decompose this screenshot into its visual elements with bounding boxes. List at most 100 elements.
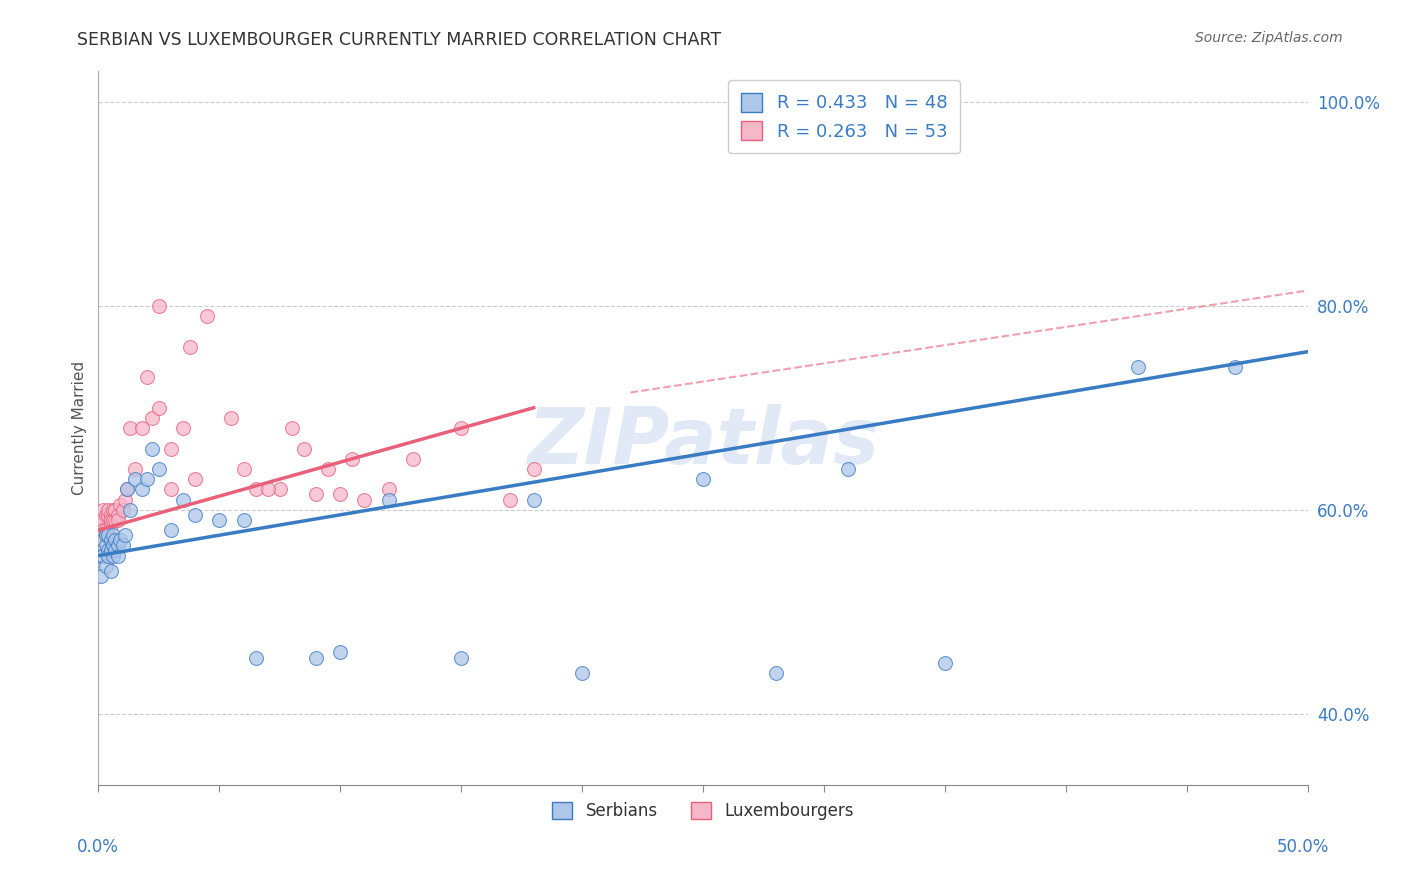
Point — [292, 442, 315, 456]
Point — [91, 523, 114, 537]
Point — [232, 462, 254, 476]
Point — [184, 508, 207, 522]
Point — [97, 502, 120, 516]
Point — [571, 665, 593, 680]
Point — [208, 513, 231, 527]
Point — [104, 513, 127, 527]
Point — [281, 421, 304, 435]
Point — [107, 549, 129, 563]
Point — [107, 508, 129, 522]
Text: 50.0%: 50.0% — [1277, 838, 1329, 856]
Point — [232, 513, 254, 527]
Point — [1128, 359, 1150, 374]
Point — [104, 533, 127, 548]
Point — [108, 498, 131, 512]
Point — [245, 483, 267, 497]
Point — [160, 442, 183, 456]
Point — [141, 442, 163, 456]
Point — [90, 549, 112, 563]
Point — [94, 538, 117, 552]
Point — [141, 411, 163, 425]
Point — [90, 513, 112, 527]
Point — [104, 502, 127, 516]
Point — [101, 513, 124, 527]
Point — [160, 523, 183, 537]
Point — [111, 538, 134, 552]
Point — [221, 411, 243, 425]
Point — [692, 793, 714, 807]
Point — [94, 508, 117, 522]
Point — [90, 518, 112, 533]
Point — [450, 650, 472, 665]
Text: 0.0%: 0.0% — [77, 838, 120, 856]
Point — [692, 472, 714, 486]
Point — [131, 421, 153, 435]
Point — [837, 462, 859, 476]
Point — [100, 513, 122, 527]
Point — [101, 549, 124, 563]
Point — [148, 462, 170, 476]
Point — [124, 462, 146, 476]
Point — [118, 502, 141, 516]
Text: SERBIAN VS LUXEMBOURGER CURRENTLY MARRIED CORRELATION CHART: SERBIAN VS LUXEMBOURGER CURRENTLY MARRIE… — [77, 31, 721, 49]
Legend: Serbians, Luxembourgers: Serbians, Luxembourgers — [546, 795, 860, 827]
Point — [148, 401, 170, 415]
Point — [148, 299, 170, 313]
Point — [101, 528, 124, 542]
Point — [91, 549, 114, 563]
Point — [329, 487, 352, 501]
Point — [97, 508, 120, 522]
Point — [104, 543, 127, 558]
Point — [184, 472, 207, 486]
Point — [107, 538, 129, 552]
Point — [1223, 359, 1246, 374]
Point — [94, 558, 117, 573]
Point — [97, 528, 120, 542]
Point — [316, 462, 339, 476]
Point — [135, 370, 157, 384]
Point — [117, 483, 139, 497]
Point — [108, 533, 131, 548]
Point — [329, 645, 352, 659]
Point — [118, 421, 141, 435]
Point — [342, 451, 364, 466]
Point — [305, 650, 328, 665]
Point — [91, 502, 114, 516]
Point — [100, 543, 122, 558]
Point — [107, 513, 129, 527]
Point — [179, 340, 201, 354]
Point — [100, 564, 122, 578]
Point — [523, 462, 546, 476]
Point — [94, 528, 117, 542]
Point — [305, 487, 328, 501]
Point — [100, 518, 122, 533]
Point — [117, 483, 139, 497]
Point — [131, 483, 153, 497]
Point — [135, 472, 157, 486]
Text: Source: ZipAtlas.com: Source: ZipAtlas.com — [1195, 31, 1343, 45]
Point — [377, 483, 399, 497]
Text: ZIPatlas: ZIPatlas — [527, 404, 879, 481]
Point — [94, 523, 117, 537]
Point — [934, 656, 956, 670]
Point — [114, 492, 136, 507]
Point — [195, 309, 218, 323]
Point — [101, 538, 124, 552]
Point — [101, 502, 124, 516]
Point — [450, 421, 472, 435]
Point — [172, 421, 194, 435]
Point — [97, 549, 120, 563]
Point — [245, 650, 267, 665]
Point — [353, 492, 375, 507]
Point — [160, 483, 183, 497]
Y-axis label: Currently Married: Currently Married — [72, 361, 87, 495]
Point — [97, 543, 120, 558]
Point — [111, 502, 134, 516]
Point — [91, 533, 114, 548]
Point — [256, 483, 278, 497]
Point — [765, 665, 787, 680]
Point — [269, 483, 291, 497]
Point — [90, 569, 112, 583]
Point — [377, 492, 399, 507]
Point — [100, 508, 122, 522]
